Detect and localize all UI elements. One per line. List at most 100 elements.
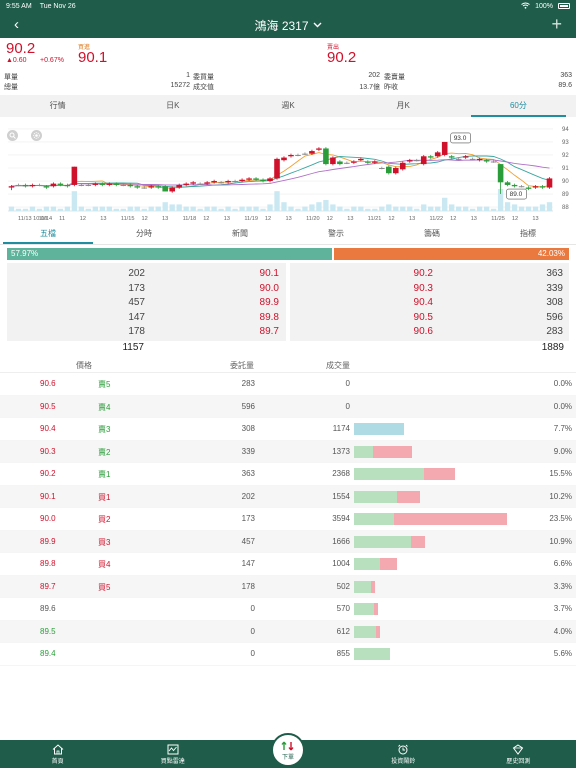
volume-value: 1 [186,72,190,79]
tab-alarm[interactable]: 投資鬧鈴 [346,740,461,768]
buy-price[interactable]: 90.1 [78,49,108,66]
distribution-row[interactable]: 90.2 賣1 363 2368 15.5% [0,463,576,486]
settings-icon[interactable] [31,130,42,141]
volume-bar [183,206,189,211]
tab-chips[interactable]: 籌碼 [424,229,440,238]
x-tick-label: 11/14 [39,216,53,222]
distribution-row[interactable]: 89.6 0 570 3.7% [0,598,576,621]
candle-body [78,184,85,186]
row-pct: 7.7% [553,424,572,433]
candle-body [420,156,427,165]
distribution-row[interactable]: 90.4 賣3 308 1174 7.7% [0,418,576,441]
candlestick-chart[interactable]: 94 93 92 91 90 89 88 11/13 10:00 11/14 11 12 13 11/… [0,117,576,224]
high-annotation: 93.0 [454,135,467,142]
candle-body [64,184,71,187]
tab-indicators[interactable]: 指標 [520,229,536,238]
tab-home[interactable]: 首頁 [0,740,115,768]
bid-qty: 173 [128,282,145,294]
candle-body [344,162,350,164]
volume-bar [50,206,57,211]
tab-backtest[interactable]: 歷史回測 [461,740,576,768]
tab-alarm-label: 投資鬧鈴 [391,758,416,765]
tab-monthly-k[interactable]: 月K [396,101,410,110]
distribution-row[interactable]: 90.3 賣2 339 1373 9.0% [0,440,576,463]
col-price: 價格 [76,361,92,370]
candle-body [22,184,29,187]
candle-body [190,182,196,184]
distribution-row[interactable]: 90.6 賣5 283 0 0.0% [0,373,576,396]
zoom-icon[interactable] [7,130,18,141]
y-tick-label: 90 [562,179,569,185]
buy-label: 買進 [78,45,91,51]
distribution-row[interactable]: 89.9 買3 457 1666 10.9% [0,530,576,553]
volume-bar [190,206,196,211]
tab-quote[interactable]: 行情 [49,101,66,110]
volume-bar [218,208,224,211]
row-volume: 1174 [332,424,350,433]
tab-order-book[interactable]: 五檔 [0,225,96,244]
ask-price[interactable]: 90.5 [413,311,433,323]
volume-bar-outer [371,580,376,593]
tab-60min[interactable]: 60分 [461,95,576,117]
tab-alerts[interactable]: 警示 [328,229,344,238]
tab-home-label: 首頁 [51,758,64,765]
bid-qty: 178 [128,326,145,337]
distribution-row[interactable]: 89.4 0 855 5.6% [0,643,576,666]
tab-daily-k[interactable]: 日K [166,101,180,110]
candle-body [36,184,43,186]
candle-body [469,158,476,160]
bid-price[interactable]: 89.7 [259,326,279,337]
tab-weekly-k[interactable]: 週K [281,101,295,110]
candle-body [225,181,231,183]
tab-radar-label: 買點雷達 [160,758,185,765]
order-button[interactable]: 下單 [271,733,305,767]
tab-intraday[interactable]: 分時 [136,229,152,238]
x-tick-label: 11/15 [121,216,135,222]
candle-body [113,183,120,185]
candle-body [330,157,336,165]
distribution-row[interactable]: 89.8 買4 147 1004 6.6% [0,553,576,576]
bid-price[interactable]: 89.8 [259,311,279,323]
candle-body [99,183,106,185]
row-level: 賣2 [98,447,111,457]
ask-price[interactable]: 90.2 [413,268,433,279]
add-icon[interactable]: + [551,14,562,34]
distribution-row[interactable]: 89.7 買5 178 502 3.3% [0,575,576,598]
ask-price[interactable]: 90.3 [413,282,433,294]
sell-price[interactable]: 90.2 [327,49,357,66]
distribution-row[interactable]: 90.5 賣4 596 0 0.0% [0,395,576,418]
total-volume-value: 15272 [170,82,190,89]
row-level: 買2 [98,515,111,524]
sell-ratio-fill [333,248,569,260]
ask-qty: 363 [546,268,563,279]
order-icon [281,741,294,750]
distribution-row[interactable]: 89.5 0 612 4.0% [0,620,576,643]
distribution-row[interactable]: 90.0 買2 173 3594 23.5% [0,508,576,531]
ask-qty-label: 委賣量 [384,74,405,81]
ask-price[interactable]: 90.4 [413,297,433,308]
ask-price[interactable]: 90.6 [413,326,433,337]
candle-body [372,161,378,163]
volume-bar [148,206,154,211]
tab-news[interactable]: 新聞 [232,229,248,238]
volume-bar [85,208,92,211]
distribution-row[interactable]: 90.1 買1 202 1554 10.2% [0,485,576,508]
bid-price[interactable]: 89.9 [259,297,279,308]
stock-selector[interactable]: 鴻海 2317 [254,17,322,34]
last-price: 90.2 [6,40,36,57]
volume-bar [141,208,147,211]
prev-close-value: 89.6 [558,82,572,89]
tab-radar[interactable]: 買點雷達 [115,740,230,768]
bid-price[interactable]: 90.1 [259,268,279,279]
row-price: 89.6 [40,604,56,613]
volume-bar [518,206,525,211]
back-icon[interactable]: ‹ [14,16,19,33]
volume-bar [155,206,161,211]
x-tick-label: 13 [224,216,230,222]
volume-bar-inner [354,490,398,503]
row-volume: 3594 [332,514,350,523]
bid-price[interactable]: 90.0 [259,282,279,294]
volume-bar [497,189,504,211]
volume-bar [127,206,133,211]
period-tabs: 行情 日K 週K 月K 60分 [0,95,576,117]
